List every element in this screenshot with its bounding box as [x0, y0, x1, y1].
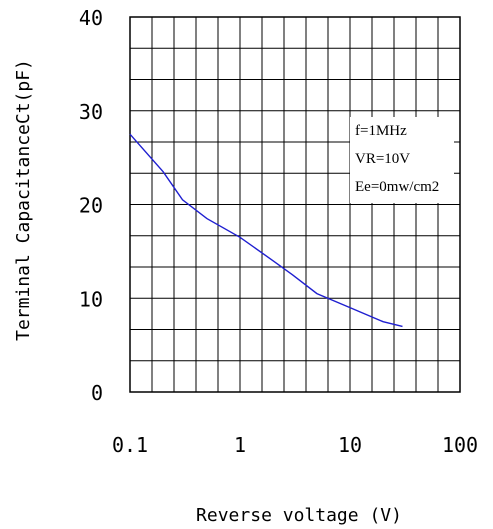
x-tick-label: 100 — [442, 433, 478, 457]
y-tick-label: 0 — [91, 381, 103, 405]
series-line — [129, 133, 403, 328]
y-tick-label: 20 — [79, 194, 103, 218]
x-axis-label: Reverse voltage (V) — [196, 505, 402, 526]
annotation-frequency: f=1MHz — [355, 123, 407, 139]
x-tick-label: 10 — [338, 433, 362, 457]
condition-box: f=1MHz VR=10V Ee=0mw/cm2 — [350, 117, 454, 203]
y-tick-label: 40 — [79, 6, 103, 30]
chart-grid — [130, 17, 460, 392]
y-tick-label: 30 — [79, 100, 103, 124]
y-tick-label: 10 — [79, 287, 103, 311]
x-tick-labels: 0.1 1 10 100 — [112, 433, 478, 457]
y-axis-label: Terminal CapacitanceCt(pF) — [13, 59, 34, 341]
annotation-reverse-voltage: VR=10V — [355, 151, 410, 167]
x-tick-label: 1 — [234, 433, 246, 457]
annotation-irradiance: Ee=0mw/cm2 — [355, 179, 439, 195]
plot-frame — [129, 16, 461, 393]
y-tick-labels: 0 10 20 30 40 — [79, 6, 103, 405]
x-tick-label: 0.1 — [112, 433, 148, 457]
condition-box-background — [350, 117, 454, 203]
